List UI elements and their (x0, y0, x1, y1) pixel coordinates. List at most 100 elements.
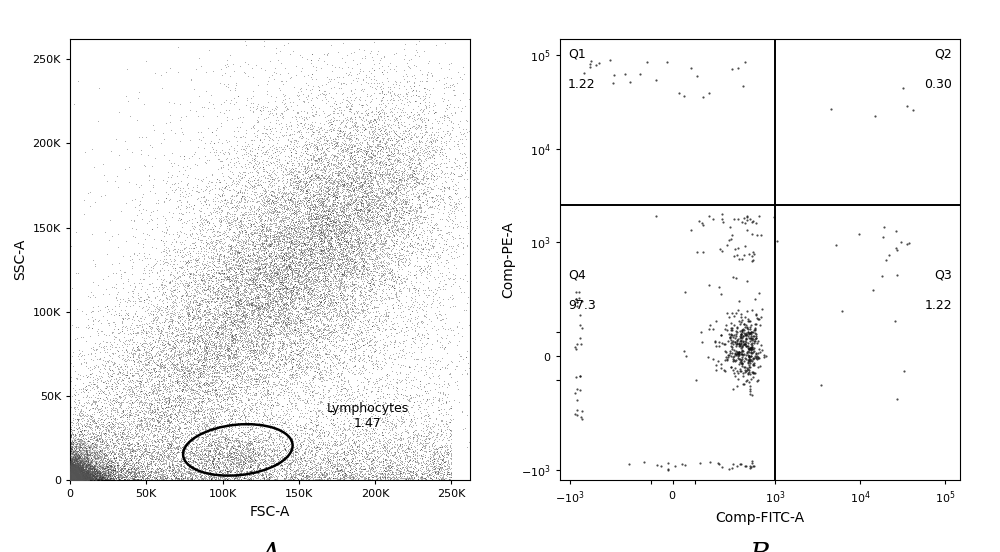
Point (344, 289, 360, 298)
Point (360, 286, 376, 295)
Point (190, 336, 206, 345)
Point (352, 343, 368, 352)
Point (97, 454, 113, 463)
Point (296, 253, 312, 262)
Point (289, 338, 305, 347)
Point (743, 374, 759, 383)
Point (454, 134, 470, 143)
Point (427, 193, 443, 202)
Point (390, 464, 406, 473)
Point (63, 471, 79, 480)
Point (284, 266, 300, 275)
Point (342, 471, 358, 480)
Point (89, 465, 105, 474)
Point (888, 226, 904, 235)
Point (382, 264, 398, 273)
Point (220, 245, 236, 253)
Point (195, 175, 211, 184)
Point (309, 346, 325, 354)
Point (391, 153, 407, 162)
Point (240, 177, 256, 186)
Point (286, 170, 302, 179)
Point (214, 294, 230, 302)
Point (400, 469, 416, 477)
Point (171, 423, 187, 432)
Point (121, 399, 137, 408)
Point (110, 474, 126, 482)
Point (266, 265, 282, 274)
Point (147, 313, 163, 322)
Point (248, 166, 264, 175)
Point (398, 181, 414, 189)
Point (425, 471, 441, 480)
Point (412, 113, 428, 122)
Point (346, 266, 362, 275)
Point (191, 355, 207, 364)
Point (226, 383, 242, 391)
Point (149, 473, 165, 482)
Point (97, 474, 113, 483)
Point (250, 360, 266, 369)
Point (289, 184, 305, 193)
Point (365, 327, 381, 336)
Point (443, 168, 459, 177)
Point (132, 275, 148, 284)
Point (73, 473, 89, 481)
Point (330, 171, 346, 180)
Point (243, 319, 259, 328)
Point (161, 428, 177, 437)
Point (64, 461, 80, 470)
Point (64, 475, 80, 484)
Point (182, 230, 198, 238)
Point (370, 140, 386, 148)
Point (243, 454, 259, 463)
Point (329, 354, 345, 363)
Point (234, 311, 250, 320)
Point (292, 177, 308, 186)
Point (205, 327, 221, 336)
Point (273, 380, 289, 389)
Point (158, 402, 174, 411)
Point (185, 448, 201, 457)
Point (278, 299, 294, 307)
Point (192, 472, 208, 481)
Point (181, 417, 197, 426)
Point (63, 474, 79, 482)
Point (398, 200, 414, 209)
Point (185, 271, 201, 280)
Point (403, 393, 419, 402)
Point (380, 311, 396, 320)
Point (441, 183, 457, 192)
Point (230, 389, 246, 397)
Point (68, 474, 84, 483)
Point (184, 409, 200, 418)
Point (395, 214, 411, 223)
Point (94, 465, 110, 474)
Point (395, 203, 411, 211)
Point (96, 430, 112, 439)
Point (217, 381, 233, 390)
Point (749, 376, 765, 385)
Point (251, 197, 267, 206)
Point (330, 260, 346, 269)
Point (68, 461, 84, 470)
Point (227, 407, 243, 416)
Point (202, 434, 218, 443)
Point (363, 148, 379, 157)
Point (149, 408, 165, 417)
Point (326, 152, 342, 161)
Point (196, 290, 212, 299)
Point (435, 193, 451, 201)
Point (206, 369, 222, 378)
Point (165, 465, 181, 474)
Point (129, 469, 145, 477)
Point (209, 366, 225, 375)
Point (219, 343, 235, 352)
Point (299, 266, 315, 275)
Point (368, 94, 384, 103)
Point (260, 385, 276, 394)
Point (96, 466, 112, 475)
Point (277, 437, 293, 446)
Point (214, 190, 230, 199)
Point (256, 150, 272, 158)
